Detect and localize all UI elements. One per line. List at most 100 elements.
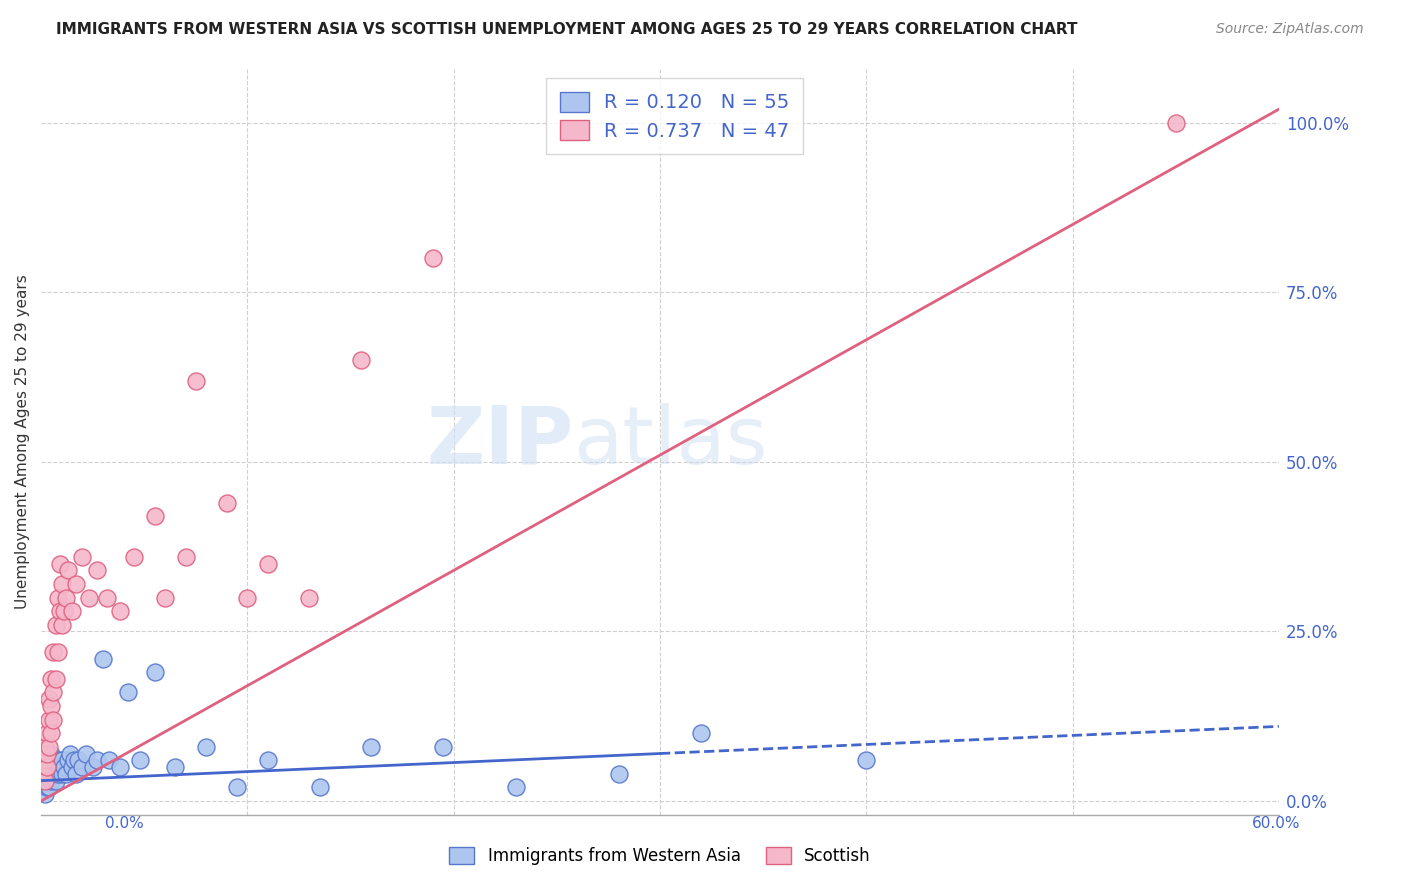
Point bbox=[34, 787, 56, 801]
Point bbox=[86, 753, 108, 767]
Point bbox=[360, 739, 382, 754]
Point bbox=[56, 753, 79, 767]
Point bbox=[51, 767, 73, 781]
Point bbox=[82, 760, 104, 774]
Point bbox=[41, 672, 63, 686]
Point bbox=[32, 780, 55, 795]
Point bbox=[38, 713, 60, 727]
Point bbox=[108, 760, 131, 774]
Point bbox=[48, 557, 70, 571]
Point bbox=[34, 773, 56, 788]
Point bbox=[42, 753, 65, 767]
Point bbox=[37, 760, 59, 774]
Point bbox=[56, 563, 79, 577]
Point bbox=[42, 685, 65, 699]
Point bbox=[298, 591, 321, 605]
Point bbox=[42, 767, 65, 781]
Text: 60.0%: 60.0% bbox=[1253, 816, 1301, 831]
Point bbox=[34, 739, 56, 754]
Point bbox=[72, 760, 94, 774]
Point bbox=[32, 767, 55, 781]
Point bbox=[77, 591, 100, 605]
Point bbox=[165, 760, 187, 774]
Text: 0.0%: 0.0% bbox=[105, 816, 145, 831]
Point bbox=[51, 753, 73, 767]
Point bbox=[41, 760, 63, 774]
Point bbox=[174, 549, 197, 564]
Point bbox=[45, 617, 67, 632]
Point bbox=[37, 760, 59, 774]
Point bbox=[65, 767, 87, 781]
Point bbox=[48, 604, 70, 618]
Point bbox=[45, 672, 67, 686]
Point bbox=[432, 739, 454, 754]
Point bbox=[37, 773, 59, 788]
Point bbox=[76, 747, 98, 761]
Point bbox=[226, 780, 249, 795]
Point bbox=[52, 604, 75, 618]
Point bbox=[236, 591, 259, 605]
Point bbox=[41, 747, 63, 761]
Point bbox=[38, 767, 60, 781]
Point bbox=[37, 726, 59, 740]
Point bbox=[34, 753, 56, 767]
Point bbox=[41, 726, 63, 740]
Point bbox=[45, 773, 67, 788]
Point bbox=[37, 780, 59, 795]
Point bbox=[32, 760, 55, 774]
Point bbox=[37, 747, 59, 761]
Point bbox=[308, 780, 330, 795]
Point bbox=[63, 753, 86, 767]
Point bbox=[91, 651, 114, 665]
Point bbox=[55, 767, 77, 781]
Point bbox=[38, 692, 60, 706]
Point bbox=[129, 753, 152, 767]
Point bbox=[1164, 116, 1187, 130]
Point bbox=[98, 753, 121, 767]
Point bbox=[257, 557, 280, 571]
Point bbox=[96, 591, 118, 605]
Point bbox=[45, 760, 67, 774]
Point bbox=[34, 753, 56, 767]
Point bbox=[48, 760, 70, 774]
Text: Source: ZipAtlas.com: Source: ZipAtlas.com bbox=[1216, 22, 1364, 37]
Y-axis label: Unemployment Among Ages 25 to 29 years: Unemployment Among Ages 25 to 29 years bbox=[15, 274, 30, 609]
Point bbox=[60, 760, 83, 774]
Point bbox=[46, 767, 69, 781]
Point bbox=[42, 645, 65, 659]
Point bbox=[32, 747, 55, 761]
Point bbox=[46, 591, 69, 605]
Point bbox=[52, 760, 75, 774]
Point bbox=[607, 767, 630, 781]
Point bbox=[41, 773, 63, 788]
Text: IMMIGRANTS FROM WESTERN ASIA VS SCOTTISH UNEMPLOYMENT AMONG AGES 25 TO 29 YEARS : IMMIGRANTS FROM WESTERN ASIA VS SCOTTISH… bbox=[56, 22, 1078, 37]
Point bbox=[60, 604, 83, 618]
Text: ZIP: ZIP bbox=[426, 402, 574, 481]
Point bbox=[215, 495, 238, 509]
Point bbox=[51, 617, 73, 632]
Point bbox=[59, 747, 82, 761]
Point bbox=[38, 739, 60, 754]
Text: atlas: atlas bbox=[574, 402, 768, 481]
Point bbox=[153, 591, 176, 605]
Point bbox=[143, 665, 166, 680]
Point bbox=[37, 747, 59, 761]
Point bbox=[67, 753, 90, 767]
Point bbox=[32, 773, 55, 788]
Point bbox=[51, 577, 73, 591]
Point bbox=[505, 780, 527, 795]
Point bbox=[350, 353, 373, 368]
Point bbox=[690, 726, 713, 740]
Point bbox=[108, 604, 131, 618]
Point bbox=[72, 549, 94, 564]
Point bbox=[117, 685, 139, 699]
Point bbox=[122, 549, 145, 564]
Point bbox=[143, 509, 166, 524]
Point bbox=[55, 591, 77, 605]
Point bbox=[86, 563, 108, 577]
Point bbox=[184, 374, 207, 388]
Point bbox=[38, 753, 60, 767]
Point bbox=[257, 753, 280, 767]
Point bbox=[46, 645, 69, 659]
Legend: R = 0.120   N = 55, R = 0.737   N = 47: R = 0.120 N = 55, R = 0.737 N = 47 bbox=[546, 78, 803, 154]
